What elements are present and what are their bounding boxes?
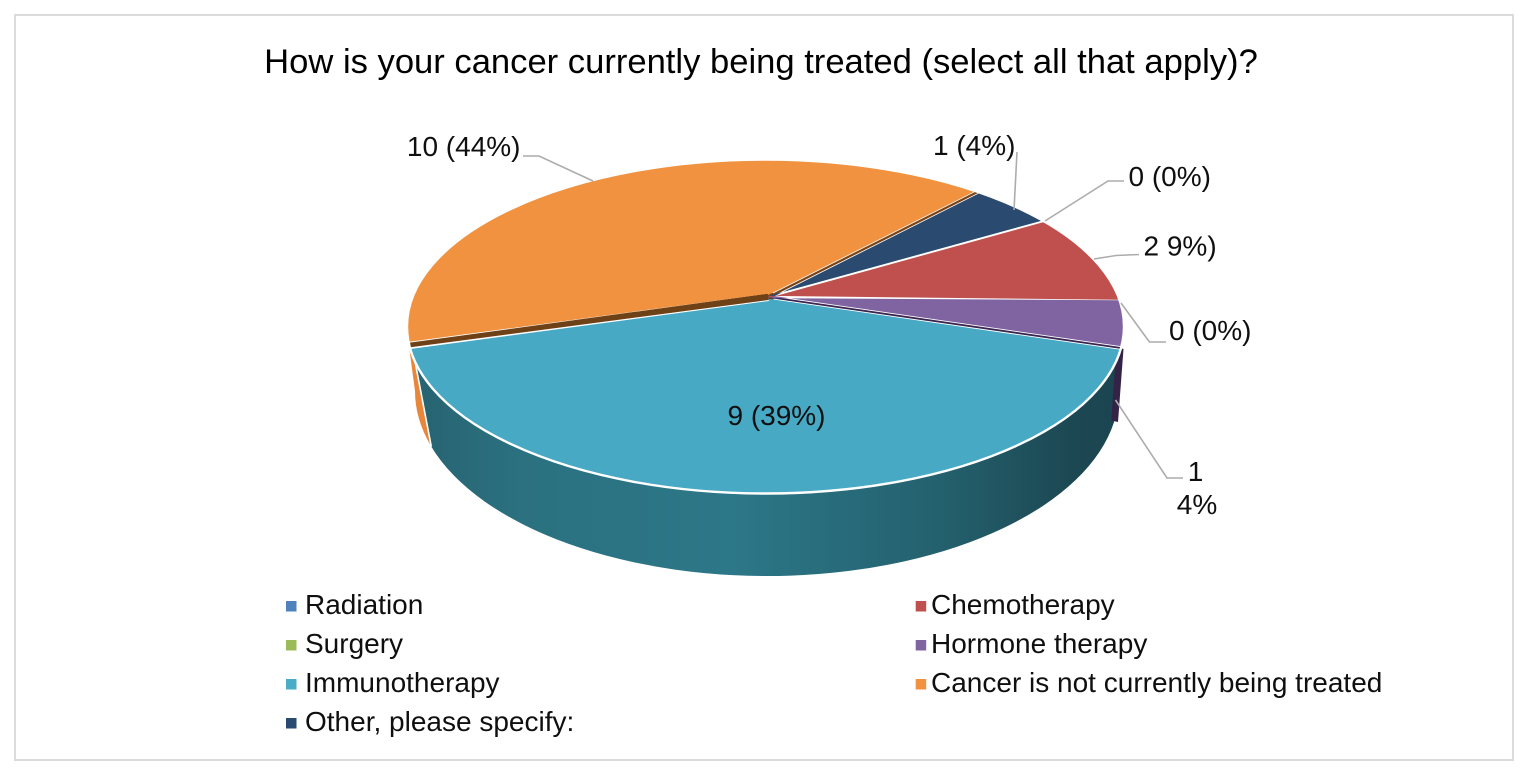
svg-text:Hormone therapy: Hormone therapy (931, 628, 1147, 659)
svg-text:Immunotherapy: Immunotherapy (305, 667, 500, 698)
svg-text:0 (0%): 0 (0%) (1129, 161, 1211, 192)
svg-text:0 (0%): 0 (0%) (1169, 315, 1251, 346)
svg-text:10 (44%): 10 (44%) (407, 131, 521, 162)
svg-text:Other, please specify:: Other, please specify: (305, 706, 574, 737)
svg-text:1 (4%): 1 (4%) (933, 130, 1015, 161)
svg-text:How is your cancer currently b: How is your cancer currently being treat… (264, 43, 1258, 81)
svg-text:9 (39%): 9 (39%) (727, 400, 825, 431)
svg-text:Surgery: Surgery (305, 628, 403, 659)
svg-text:1: 1 (1188, 456, 1204, 487)
svg-text:Radiation: Radiation (305, 589, 423, 620)
svg-text:4%: 4% (1177, 489, 1217, 520)
svg-text:2 9%): 2 9%) (1144, 231, 1217, 262)
svg-text:Cancer is not currently being: Cancer is not currently being treated (931, 667, 1382, 698)
svg-text:Chemotherapy: Chemotherapy (931, 589, 1115, 620)
